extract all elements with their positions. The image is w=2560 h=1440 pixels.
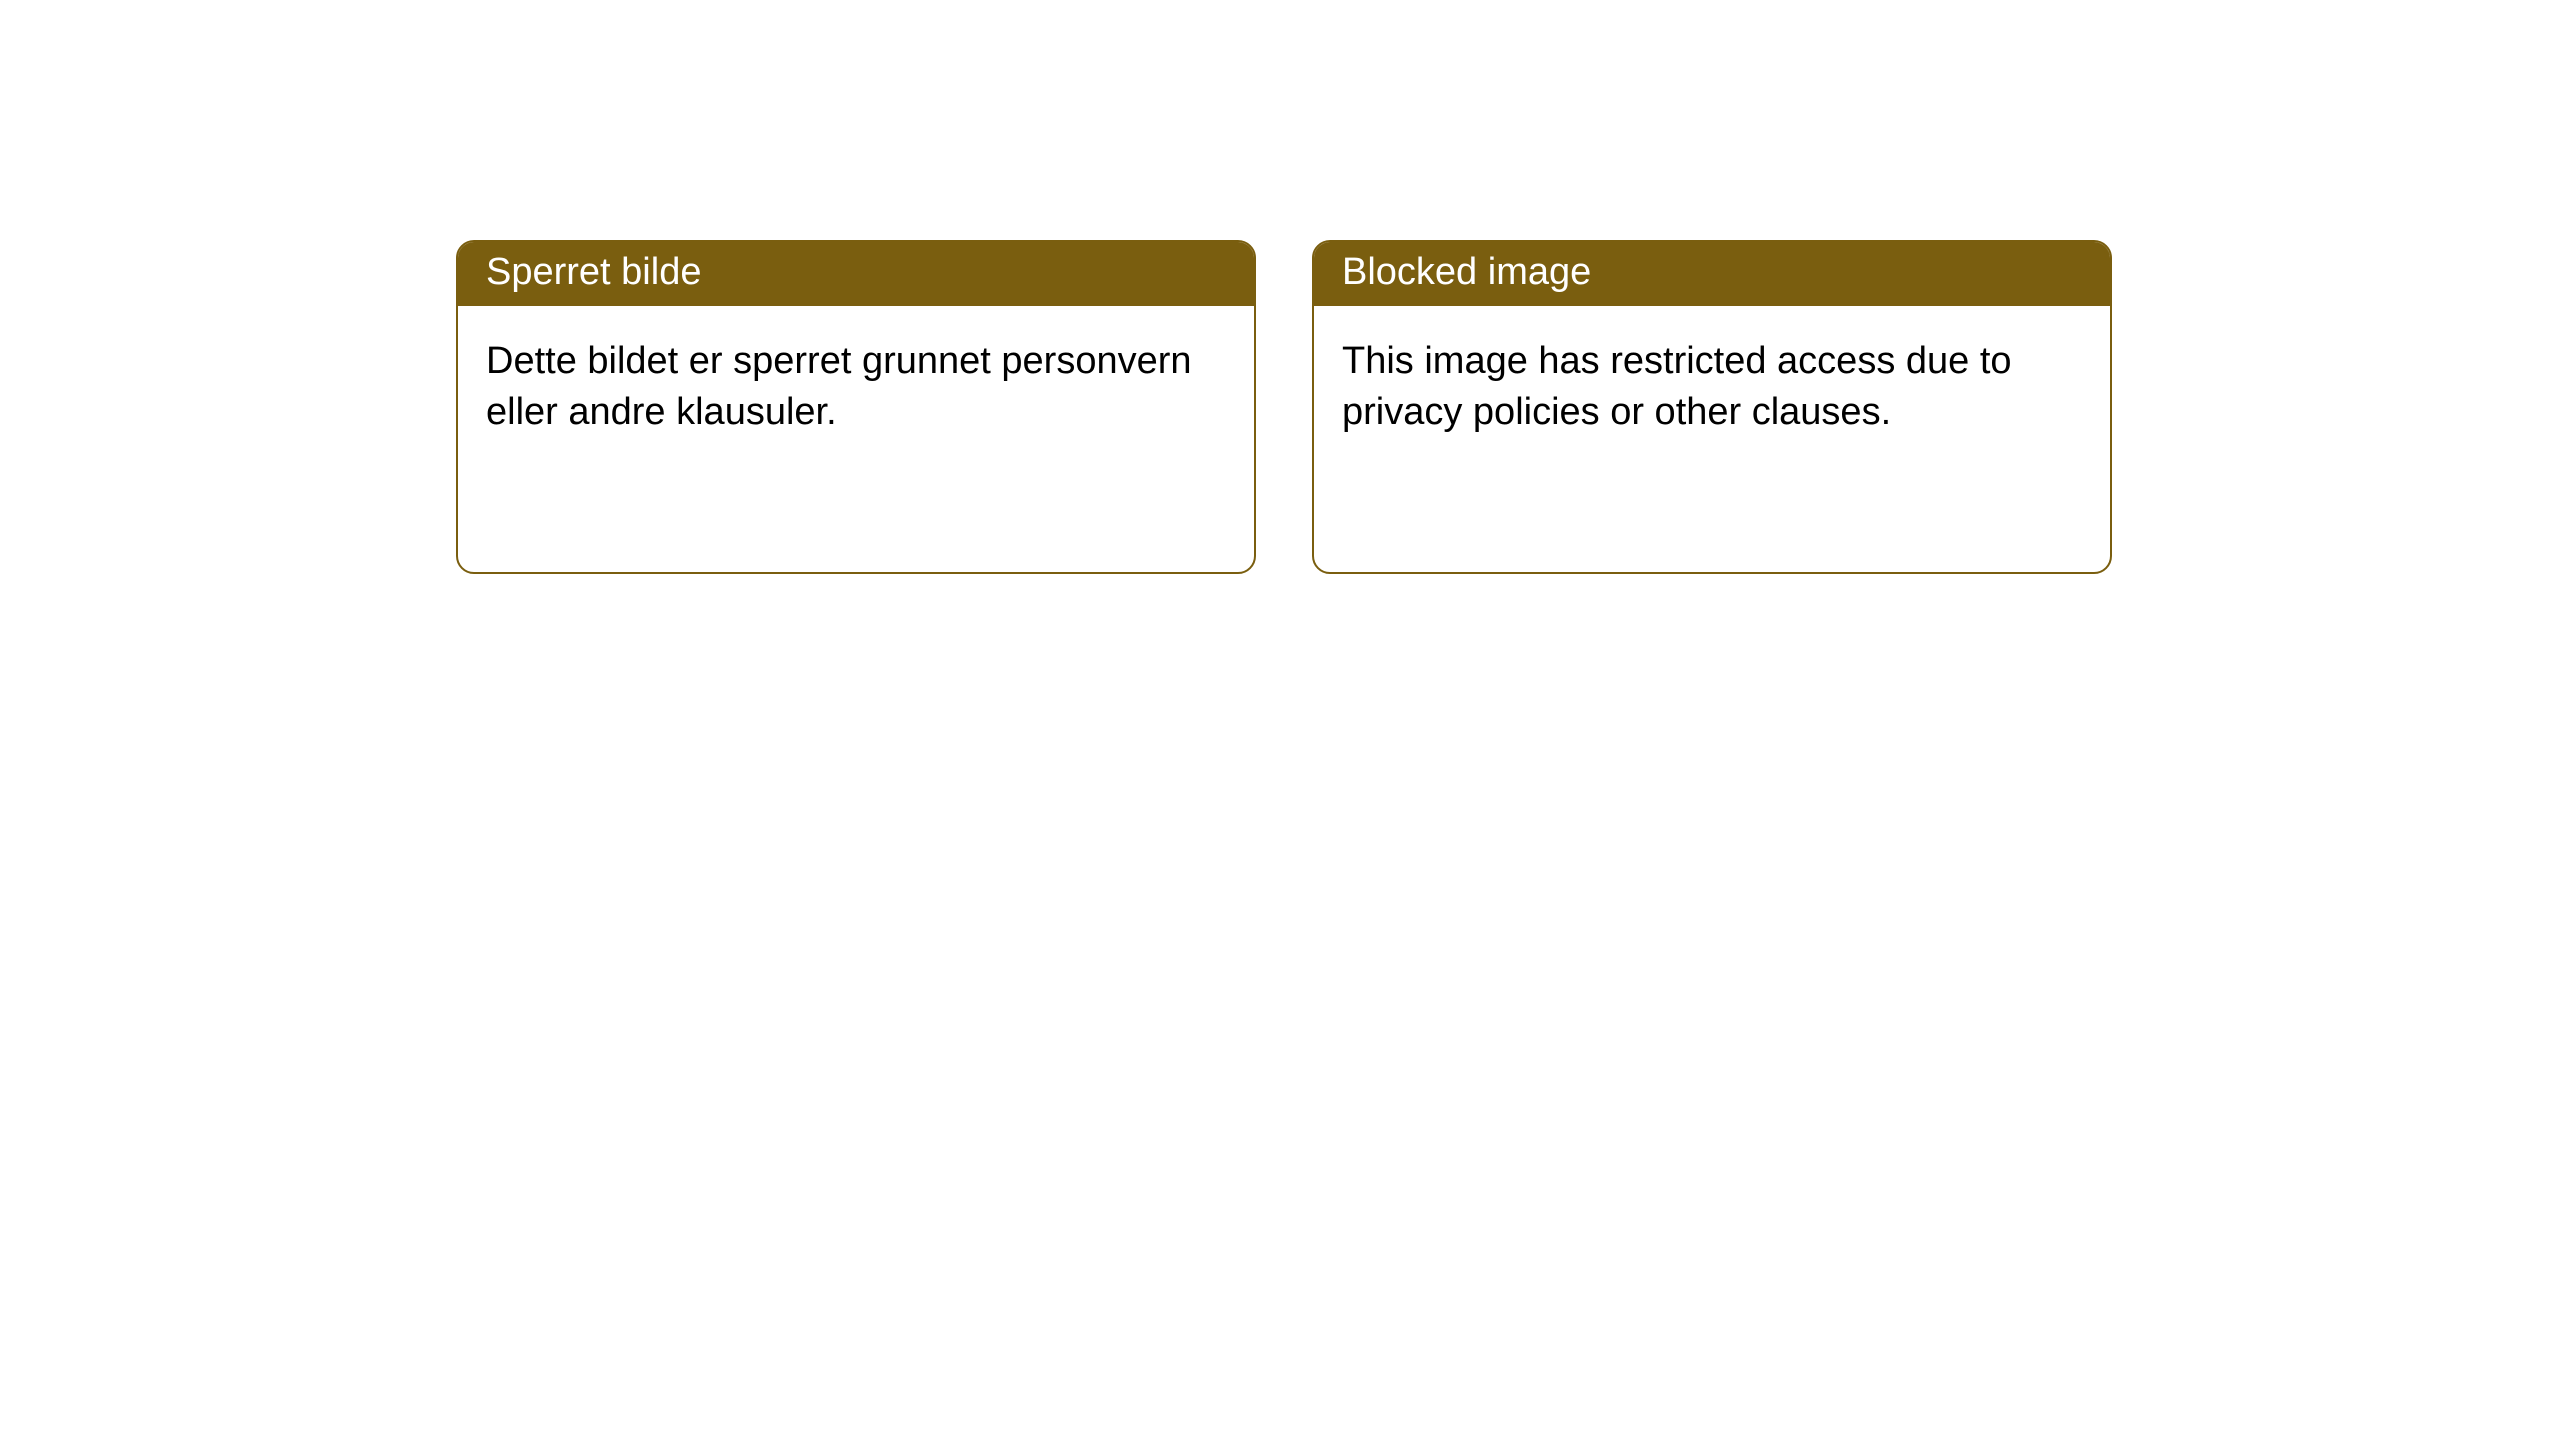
notice-container: Sperret bilde Dette bildet er sperret gr…	[0, 0, 2560, 574]
card-header: Blocked image	[1314, 242, 2110, 306]
notice-card-english: Blocked image This image has restricted …	[1312, 240, 2112, 574]
notice-card-norwegian: Sperret bilde Dette bildet er sperret gr…	[456, 240, 1256, 574]
card-header: Sperret bilde	[458, 242, 1254, 306]
card-body: Dette bildet er sperret grunnet personve…	[458, 306, 1254, 469]
card-body: This image has restricted access due to …	[1314, 306, 2110, 469]
